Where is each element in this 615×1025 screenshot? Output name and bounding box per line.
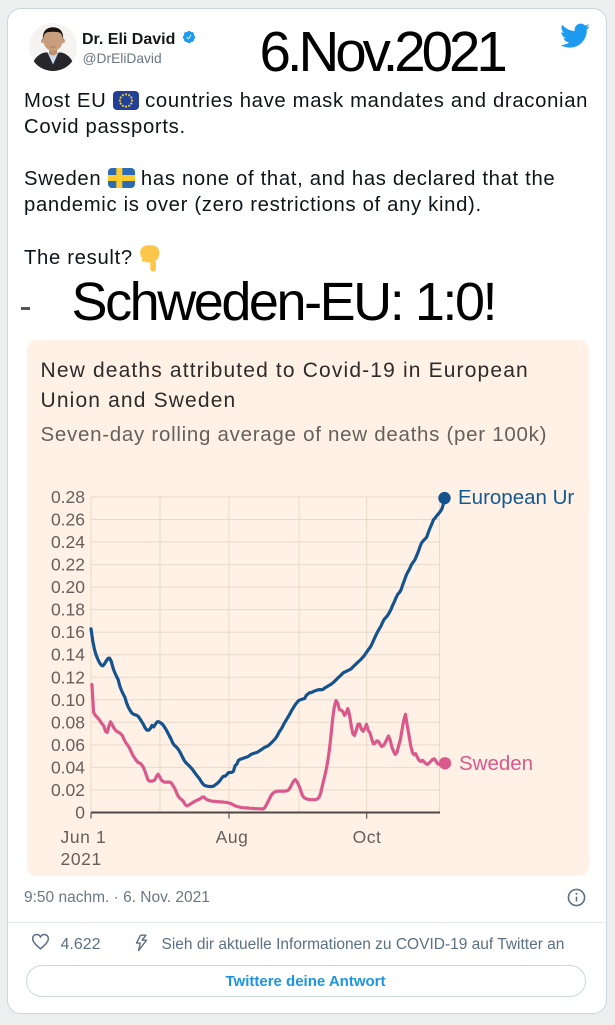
svg-text:0.06: 0.06 bbox=[50, 735, 84, 755]
svg-text:0.24: 0.24 bbox=[50, 532, 84, 552]
svg-text:0.16: 0.16 bbox=[50, 622, 84, 642]
svg-text:Sweden: Sweden bbox=[459, 752, 533, 775]
svg-text:Aug: Aug bbox=[215, 827, 248, 847]
svg-text:0: 0 bbox=[75, 803, 85, 823]
svg-text:0.04: 0.04 bbox=[50, 757, 84, 777]
svg-text:0.12: 0.12 bbox=[50, 667, 84, 687]
svg-text:0.08: 0.08 bbox=[50, 712, 84, 732]
svg-text:0.18: 0.18 bbox=[50, 600, 84, 620]
svg-text:0.20: 0.20 bbox=[50, 577, 84, 597]
svg-text:European Ur: European Ur bbox=[458, 486, 574, 509]
svg-text:Jun 1: Jun 1 bbox=[60, 827, 106, 847]
svg-text:2021: 2021 bbox=[60, 849, 101, 869]
svg-text:Oct: Oct bbox=[352, 827, 381, 847]
svg-text:0.14: 0.14 bbox=[50, 645, 84, 665]
svg-text:0.28: 0.28 bbox=[50, 487, 84, 507]
svg-text:0.02: 0.02 bbox=[50, 780, 84, 800]
svg-text:0.26: 0.26 bbox=[50, 510, 84, 530]
svg-text:0.10: 0.10 bbox=[50, 690, 84, 710]
svg-text:0.22: 0.22 bbox=[50, 555, 84, 575]
